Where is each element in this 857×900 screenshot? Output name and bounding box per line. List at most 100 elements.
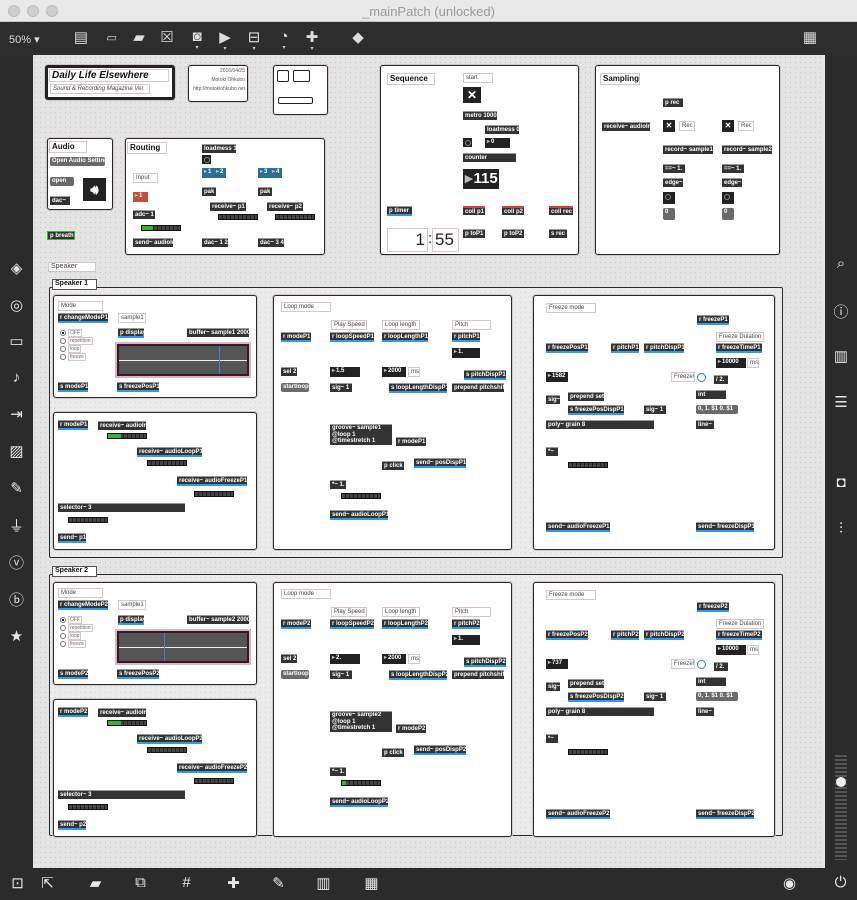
speed-value-speaker2[interactable]: 2. bbox=[330, 654, 360, 664]
mode-radio-OFF[interactable]: OFF bbox=[60, 329, 100, 337]
comment-icon[interactable]: ▰ bbox=[133, 29, 145, 46]
selector-speaker2[interactable]: selector~ 3 bbox=[58, 790, 185, 799]
int-speaker1[interactable]: int bbox=[696, 390, 726, 399]
edge-object-1[interactable]: edge~ bbox=[663, 178, 683, 187]
s-loop-length-disp-speaker1[interactable]: s loopLengthDispP1 bbox=[389, 383, 447, 393]
r-mode-click-speaker1[interactable]: r modeP1 bbox=[396, 437, 426, 446]
r-mode-loop-speaker2[interactable]: r modeP2 bbox=[281, 619, 311, 629]
coll-p2-object[interactable]: coll p2 bbox=[502, 206, 524, 215]
play-icon[interactable]: ◉ bbox=[782, 875, 797, 892]
dac12-object[interactable]: dac~ 1 2 bbox=[202, 238, 228, 247]
r-pitch-f-speaker2[interactable]: r pitchP2 bbox=[611, 630, 639, 640]
send-audio-loop-speaker1[interactable]: send~ audioLoopP1 bbox=[330, 510, 388, 520]
mode-radio-freeze[interactable]: freeze bbox=[60, 353, 100, 361]
plug-icon[interactable]: ⏚ bbox=[8, 518, 24, 535]
freeze-pos-value-speaker2[interactable]: 737 bbox=[546, 659, 568, 669]
patcher-canvas[interactable]: Daily Life Elsewhere Sound & Recording Ma… bbox=[33, 55, 825, 868]
send-audio-freeze-speaker1[interactable]: send~ audioFreezeP1 bbox=[546, 522, 610, 532]
r-mode-loop-speaker1[interactable]: r modeP1 bbox=[281, 332, 311, 342]
r-mode-sel-speaker2[interactable]: r modeP2 bbox=[58, 707, 88, 717]
receive-p2-object[interactable]: receive~ p2 bbox=[267, 202, 303, 211]
groove-object-speaker1[interactable]: groove~ sample1 @loop 1 @timestretch 1 bbox=[330, 424, 392, 445]
r-loop-speed-speaker2[interactable]: r loopSpeedP2 bbox=[330, 619, 374, 629]
init-number[interactable]: 0 bbox=[485, 138, 510, 148]
r-change-mode-speaker2[interactable]: r changeModeP2 bbox=[58, 600, 108, 610]
mode-radio-repetition[interactable]: repetition bbox=[60, 624, 100, 632]
mode-radio-group-speaker2[interactable]: OFF repetition loop freeze bbox=[60, 616, 100, 648]
sig-f1-speaker2[interactable]: sig~ 1 bbox=[644, 692, 666, 701]
open-message[interactable]: open bbox=[50, 177, 74, 186]
equals-object-1[interactable]: ==~ 1. bbox=[663, 164, 685, 173]
pak2-object[interactable]: pak bbox=[258, 187, 272, 196]
poly-speaker2[interactable]: poly~ grain 8 bbox=[546, 707, 654, 716]
loadmess-object[interactable]: loadmess 0 bbox=[485, 125, 519, 134]
p-display-speaker2[interactable]: p display bbox=[118, 615, 144, 625]
power-icon[interactable]: ⏻ bbox=[834, 874, 847, 891]
keyboard-icon[interactable]: ▦ bbox=[364, 875, 379, 892]
sequence-icon[interactable]: ⇥ bbox=[10, 406, 23, 423]
startloop-speaker2[interactable]: startloop bbox=[281, 670, 309, 679]
startloop-speaker1[interactable]: startloop bbox=[281, 383, 309, 392]
send-pos-disp-speaker2[interactable]: send~ posDispP2 bbox=[414, 745, 466, 755]
number-icon[interactable]: ▶ ▾ bbox=[219, 29, 231, 52]
edge-button-2[interactable] bbox=[722, 192, 734, 204]
pitch-value-speaker2[interactable]: 1. bbox=[452, 635, 480, 645]
music-note-icon[interactable]: ♪ bbox=[12, 369, 21, 386]
send-pos-disp-speaker1[interactable]: send~ posDispP1 bbox=[414, 458, 466, 468]
p-top1-object[interactable]: p toP1 bbox=[463, 229, 485, 238]
sig-speaker1[interactable]: sig~ 1 bbox=[330, 383, 352, 392]
book-icon[interactable]: ▥ bbox=[833, 348, 849, 365]
send-audioin-object[interactable]: send~ audioIn bbox=[133, 238, 173, 247]
plus-icon[interactable]: ✚ ▾ bbox=[305, 29, 319, 52]
r-pitch-disp-speaker2[interactable]: r pitchDispP2 bbox=[644, 630, 684, 640]
line-msg-speaker1[interactable]: 0, 1. $1 0. $1 bbox=[696, 405, 738, 414]
sig-f1-speaker1[interactable]: sig~ 1 bbox=[644, 405, 666, 414]
freeze-button-speaker1[interactable] bbox=[697, 373, 706, 382]
coll-p1-object[interactable]: coll p1 bbox=[463, 206, 485, 215]
mul-speaker1[interactable]: *~ 1. bbox=[330, 480, 346, 489]
volume-slider-knob[interactable] bbox=[836, 777, 846, 787]
send-audio-freeze-speaker2[interactable]: send~ audioFreezeP2 bbox=[546, 809, 610, 819]
send-out-speaker1[interactable]: send~ p1 bbox=[58, 533, 86, 543]
p-top2-object[interactable]: p toP2 bbox=[502, 229, 524, 238]
mode-radio-freeze[interactable]: freeze bbox=[60, 640, 100, 648]
r-change-mode-speaker1[interactable]: r changeModeP1 bbox=[58, 313, 108, 323]
prepend-pitchshift-speaker2[interactable]: prepend pitchshift bbox=[452, 670, 504, 679]
star-icon[interactable]: ★ bbox=[9, 628, 24, 645]
receive-audio-freeze-speaker2[interactable]: receive~ audioFreezeP2 bbox=[177, 763, 247, 773]
s-mode-speaker1[interactable]: s modeP1 bbox=[58, 382, 88, 392]
toggle-icon[interactable]: ☒ bbox=[160, 29, 174, 46]
button-icon[interactable]: ◙ ▾ bbox=[192, 28, 202, 51]
prepend-set-speaker2[interactable]: prepend set bbox=[568, 679, 604, 688]
camera-icon[interactable]: ◘ bbox=[836, 474, 846, 491]
p-click-speaker2[interactable]: p click bbox=[382, 748, 404, 757]
mode-radio-loop[interactable]: loop bbox=[60, 632, 100, 640]
mode-radio-repetition[interactable]: repetition bbox=[60, 337, 100, 345]
record2-object[interactable]: record~ sample2 bbox=[722, 145, 772, 154]
r-mode-sel-speaker1[interactable]: r modeP1 bbox=[58, 420, 88, 430]
value-message-2[interactable]: 0 bbox=[722, 208, 734, 220]
volume-slider[interactable] bbox=[835, 755, 847, 860]
mode-radio-group-speaker1[interactable]: OFF repetition loop freeze bbox=[60, 329, 100, 361]
minimize-window-button[interactable] bbox=[27, 5, 39, 17]
edge-button-1[interactable] bbox=[663, 192, 675, 204]
s-loop-length-disp-speaker2[interactable]: s loopLengthDispP2 bbox=[389, 670, 447, 680]
open-audio-setting-button[interactable]: Open Audio Setting bbox=[50, 157, 108, 166]
piano-icon[interactable]: ▥ bbox=[316, 875, 331, 892]
radio-button[interactable] bbox=[60, 353, 66, 360]
s-pitch-disp-speaker2[interactable]: s pitchDispP2 bbox=[464, 657, 506, 667]
sel-speaker2[interactable]: sel 2 bbox=[281, 654, 297, 663]
p-timer-object[interactable]: p timer bbox=[387, 206, 412, 216]
loadmess-object[interactable]: loadmess 1 bbox=[202, 144, 236, 153]
receive-audio-loop-speaker1[interactable]: receive~ audioLoopP1 bbox=[137, 447, 202, 457]
mul-f-speaker1[interactable]: *~ bbox=[546, 447, 558, 456]
grid-icon[interactable]: ▦ bbox=[802, 29, 818, 46]
mul-speaker2[interactable]: *~ 1. bbox=[330, 767, 346, 776]
dial-icon[interactable]: ◔ ▾ bbox=[279, 28, 289, 51]
length-value-speaker2[interactable]: 2000 bbox=[382, 654, 406, 664]
r-mode-click-speaker2[interactable]: r modeP2 bbox=[396, 724, 426, 733]
send-freeze-disp-speaker1[interactable]: send~ freezeDispP1 bbox=[696, 522, 754, 532]
playhead[interactable] bbox=[163, 633, 166, 661]
mode-radio-OFF[interactable]: OFF bbox=[60, 616, 100, 624]
edge-object-2[interactable]: edge~ bbox=[722, 178, 742, 187]
